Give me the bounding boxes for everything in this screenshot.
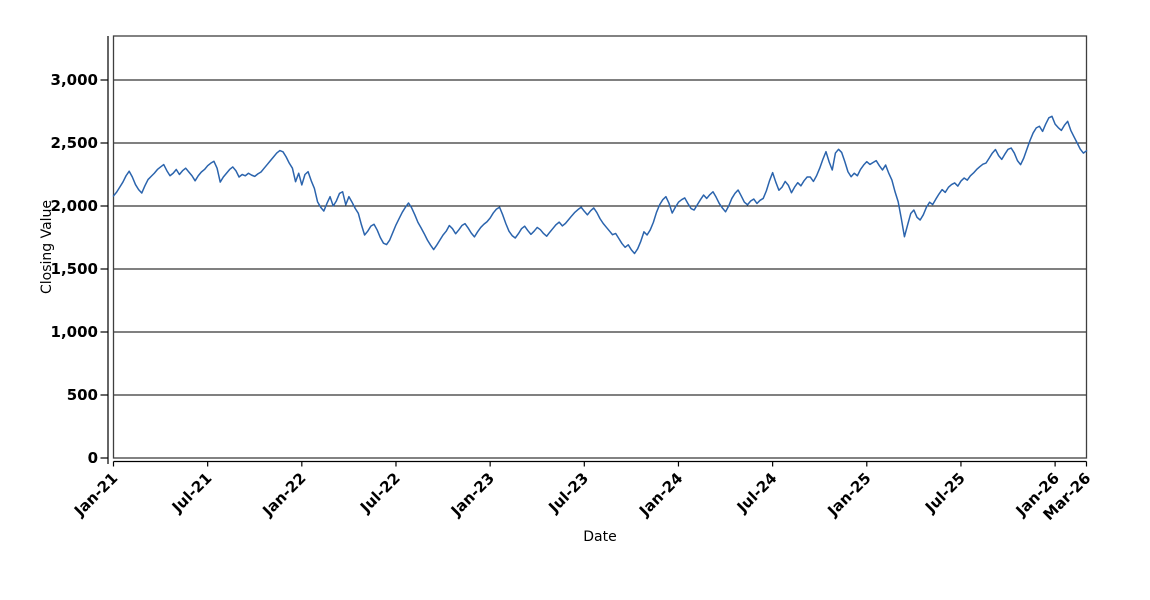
x-tick-label: Jan-25 [823,469,874,520]
x-axis-title: Date [583,529,617,545]
x-tick-label: Jan-21 [70,469,121,520]
y-tick-label: 0 [88,449,98,467]
y-tick-label: 500 [67,386,98,404]
y-tick-label: 2,000 [51,197,98,215]
plot-border [112,35,1088,459]
y-tick-label: 3,000 [51,71,98,89]
y-axis-title: Closing Value [39,199,55,295]
y-tick-label: 1,000 [51,323,98,341]
x-tick-label: Jul-24 [733,469,781,517]
x-tick-label: Jul-22 [356,469,404,517]
x-tick-label: Jul-23 [544,469,592,517]
x-tick-label: Jan-22 [258,469,309,520]
y-tick-label: 1,500 [51,260,98,278]
y-tick-label: 2,500 [51,134,98,152]
x-tick-label: Jan-23 [447,469,498,520]
x-tick-label: Jul-25 [921,469,969,517]
x-tick-label: Jan-24 [635,469,686,520]
series-line [112,115,1088,255]
x-tick-label: Jul-21 [168,469,216,517]
